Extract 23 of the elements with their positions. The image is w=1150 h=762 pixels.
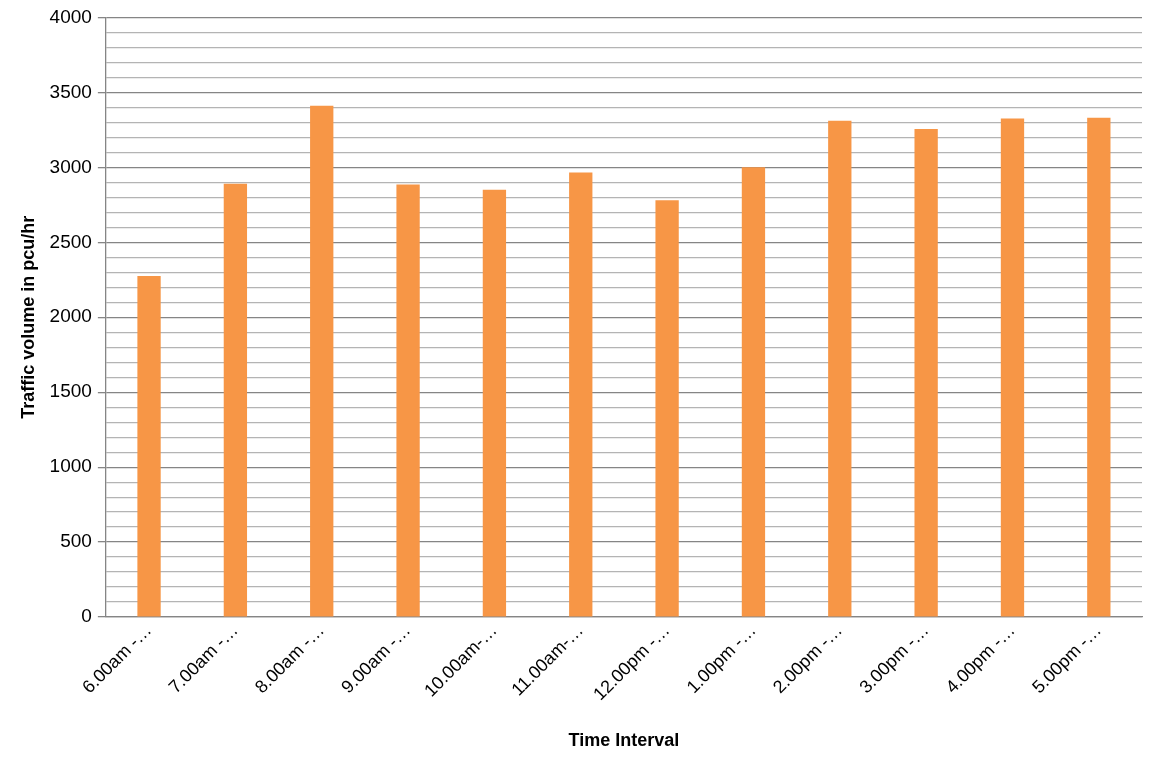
bar (223, 183, 248, 617)
bar (741, 167, 766, 617)
y-tick-label: 2000 (49, 305, 92, 327)
bar (569, 172, 593, 617)
bar (1087, 117, 1111, 617)
bar (914, 129, 938, 617)
bar (137, 276, 161, 617)
y-tick-label: 3000 (49, 155, 92, 177)
bar (655, 200, 679, 617)
x-axis-title: Time Interval (568, 730, 680, 751)
y-tick-label: 1500 (49, 380, 92, 402)
y-tick-label: 4000 (49, 5, 92, 27)
y-tick-label: 0 (81, 605, 92, 627)
y-axis-title: Traffic volume in pcu/hr (17, 215, 38, 419)
bar (1000, 118, 1025, 617)
bar (396, 184, 420, 617)
bar (828, 120, 852, 617)
y-tick-label: 3500 (49, 80, 92, 102)
y-tick-label: 2500 (49, 230, 92, 252)
y-tick-label: 500 (60, 530, 92, 552)
bar (482, 189, 507, 617)
y-tick-label: 1000 (49, 455, 92, 477)
bar (310, 105, 334, 617)
